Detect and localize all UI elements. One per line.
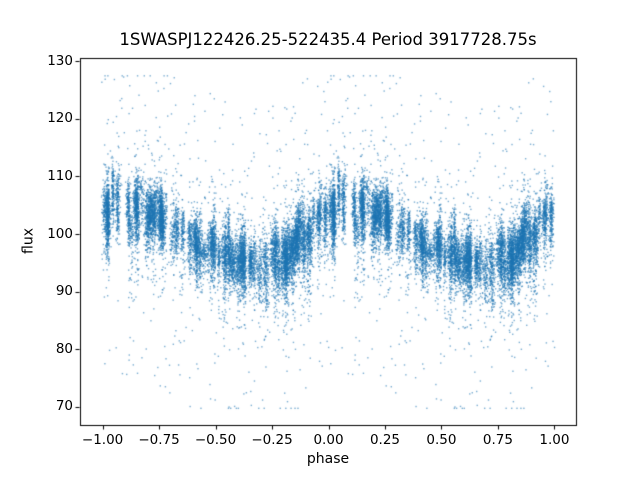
y-tick-label: 130 [47,53,73,70]
x-axis-label: phase [306,451,350,467]
x-tick-label: −0.50 [194,432,237,448]
x-tick-label: −1.00 [81,432,124,448]
y-tick-label: 70 [55,398,73,415]
y-tick-label: 110 [47,168,73,185]
y-tick-label: 120 [47,110,73,127]
x-tick-label: −0.25 [251,432,293,448]
y-tick-label: 80 [55,340,73,357]
x-tick-label: 0.00 [313,432,344,448]
x-tick-label: −0.75 [138,432,180,448]
y-tick-label: 90 [55,283,73,300]
x-tick-label: 0.50 [426,432,457,448]
chart-title: 1SWASPJ122426.25-522435.4 Period 3917728… [119,30,537,49]
x-tick-label: 0.25 [369,432,400,448]
y-tick-label: 100 [47,225,73,242]
x-tick-label: 0.75 [482,432,513,448]
x-tick-label: 1.00 [539,432,570,448]
